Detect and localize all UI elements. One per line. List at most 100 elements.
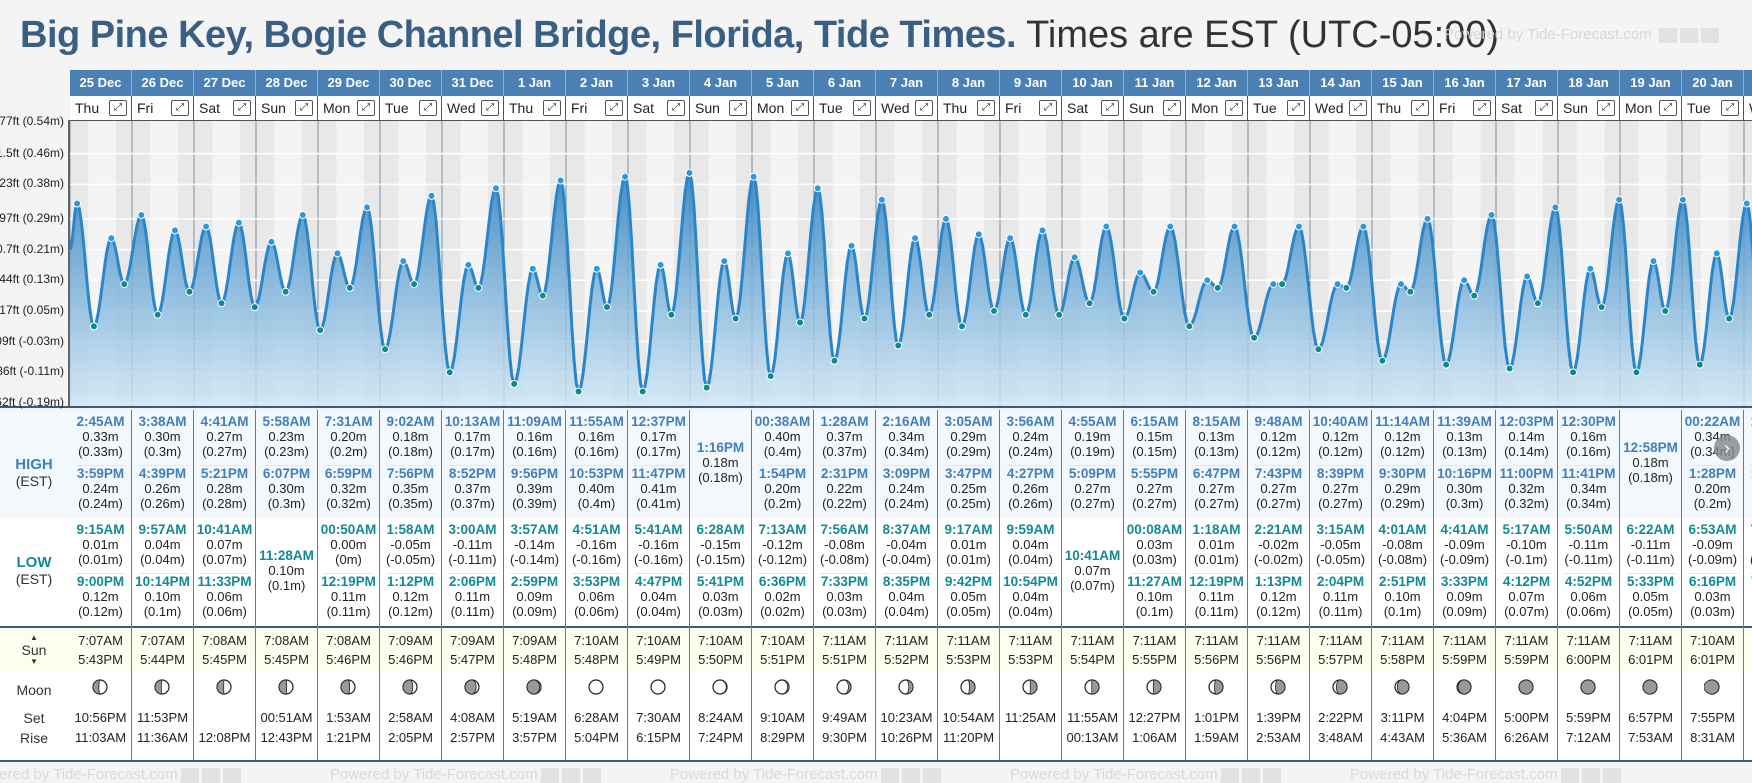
expand-icon[interactable]: ⤢ <box>295 100 313 116</box>
low-tide-entry: 6:16PM 0.03m (0.03m) <box>1682 574 1743 619</box>
surf-logo-icon <box>222 767 241 783</box>
expand-icon[interactable]: ⤢ <box>1101 100 1119 116</box>
moon-phase-icon <box>1456 679 1472 695</box>
high-tide-entry: 5:09PM 0.27m (0.27m) <box>1062 466 1123 511</box>
day-column: 30 Dec Tue ⤢ 9:02AM 0.18m (0.18m) 7:56PM 0… <box>380 70 442 780</box>
moon-phase-icon <box>1580 679 1596 695</box>
expand-icon[interactable]: ⤢ <box>1473 100 1491 116</box>
high-tide-point <box>685 168 694 177</box>
high-tide-height: 0.17m <box>640 429 677 444</box>
expand-icon[interactable]: ⤢ <box>543 100 561 116</box>
high-tide-point <box>137 211 146 220</box>
high-tide-height-alt: (0.27m) <box>1194 496 1239 511</box>
expand-icon[interactable]: ⤢ <box>233 100 251 116</box>
high-tide-height: 0.12m <box>1260 429 1297 444</box>
weekday-label: Wed <box>1315 100 1344 116</box>
low-tide-height: -0.08m <box>824 537 865 552</box>
high-tide-height-alt: (0.23m) <box>264 444 309 459</box>
tide-table: 1.77ft (0.54m) 1.5ft (0.46m) 1.23ft (0.38m… <box>0 70 1752 783</box>
high-tide-entry: 4:39PM 0.26m (0.26m) <box>132 466 193 511</box>
high-tide-entry: 11:55AM 0.16m (0.16m) <box>566 414 627 459</box>
high-tide-height-alt: (0.18m) <box>388 444 433 459</box>
column-divider <box>937 410 938 760</box>
expand-icon[interactable]: ⤢ <box>667 100 685 116</box>
weekday-label: Sun <box>1129 100 1154 116</box>
high-tide-point <box>1523 272 1532 281</box>
weekday-label: Thu <box>1377 100 1402 116</box>
low-tide-height: -0.08m <box>1382 537 1423 552</box>
low-tide-height: -0.09m <box>1444 537 1485 552</box>
high-tide-entry: 9:56PM 0.39m (0.39m) <box>504 466 565 511</box>
low-tide-point <box>217 299 226 308</box>
column-divider <box>1743 410 1744 760</box>
expand-icon[interactable]: ⤢ <box>915 100 933 116</box>
expand-icon[interactable]: ⤢ <box>357 100 375 116</box>
low-tide-time: 12:19PM <box>1189 574 1244 589</box>
cell-separator <box>1378 465 1428 466</box>
date-header: 14 Jan <box>1310 70 1372 96</box>
expand-icon[interactable]: ⤢ <box>1225 100 1243 116</box>
expand-icon[interactable]: ⤢ <box>171 100 189 116</box>
low-tide-height: -0.11m <box>1568 537 1609 552</box>
high-tide-point <box>656 260 665 269</box>
expand-icon[interactable]: ⤢ <box>605 100 623 116</box>
expand-icon[interactable]: ⤢ <box>1535 100 1553 116</box>
low-tide-time: 11:33PM <box>197 574 252 589</box>
date-header: 19 Jan <box>1620 70 1682 96</box>
moon-phase-icon <box>1704 679 1720 695</box>
column-divider <box>1061 410 1062 760</box>
low-tide-entry: 9:15AM 0.01m (0.01m) <box>70 522 131 567</box>
expand-icon[interactable]: ⤢ <box>419 100 437 116</box>
expand-icon[interactable]: ⤢ <box>109 100 127 116</box>
low-tide-height: 0.11m <box>330 589 367 604</box>
low-tide-point <box>1055 310 1064 319</box>
low-tide-point <box>538 291 547 300</box>
expand-icon[interactable]: ⤢ <box>977 100 995 116</box>
expand-icon[interactable]: ⤢ <box>853 100 871 116</box>
expand-icon[interactable]: ⤢ <box>1597 100 1615 116</box>
high-tide-height: 0.28m <box>206 481 243 496</box>
high-tide-height-alt: (0.33m) <box>1744 444 1752 459</box>
low-tide-entry: 7:02PM 0.02m (0.02m) <box>1744 574 1752 619</box>
moonrise-time: 7:12AM <box>1566 730 1611 745</box>
expand-icon[interactable]: ⤢ <box>791 100 809 116</box>
powered-by-watermark: Powered by Tide-Forecast.com <box>670 766 941 783</box>
sunset-time: 5:53PM <box>1008 652 1053 667</box>
expand-icon[interactable]: ⤢ <box>481 100 499 116</box>
moonset-time: 8:24AM <box>698 710 743 725</box>
low-tide-height: 0.04m <box>888 589 925 604</box>
expand-icon[interactable]: ⤢ <box>729 100 747 116</box>
expand-icon[interactable]: ⤢ <box>1659 100 1677 116</box>
expand-icon[interactable]: ⤢ <box>1411 100 1429 116</box>
high-tide-height-alt: (0.24m) <box>1008 444 1053 459</box>
high-tide-height-alt: (0.18m) <box>698 470 743 485</box>
expand-icon[interactable]: ⤢ <box>1039 100 1057 116</box>
cell-separator <box>1316 465 1366 466</box>
weekday-header: Wed ⤢ <box>1310 96 1372 121</box>
sunset-time: 6:02PM <box>1744 652 1752 667</box>
y-tick-label: -0.36ft (-0.11m) <box>0 364 64 379</box>
low-tide-height-alt: (0.12m) <box>388 604 433 619</box>
expand-icon[interactable]: ⤢ <box>1721 100 1739 116</box>
moonrise-time: 2:53AM <box>1256 730 1301 745</box>
low-tide-point <box>445 368 454 377</box>
weekday-label: Thu <box>509 100 534 116</box>
high-tide-entry: 8:15AM 0.13m (0.13m) <box>1186 414 1247 459</box>
moonset-time: 5:59PM <box>1566 710 1611 725</box>
high-tide-height-alt: (0.24m) <box>78 496 123 511</box>
cell-separator <box>1254 465 1304 466</box>
next-arrow-button[interactable]: › <box>1714 435 1740 461</box>
high-tide-time: 9:02AM <box>386 414 435 429</box>
moonrise-time: 9:30PM <box>822 730 867 745</box>
low-tide-time: 7:02PM <box>1744 574 1752 589</box>
high-tide-time: 9:30PM <box>1378 466 1427 481</box>
moonrise-time: 1:06AM <box>1132 730 1177 745</box>
date-header-band <box>0 70 1752 96</box>
expand-icon[interactable]: ⤢ <box>1163 100 1181 116</box>
high-tide-entry: 12:37PM 0.17m (0.17m) <box>628 414 689 459</box>
timezone-note: Times are EST (UTC-05:00) <box>1026 14 1500 56</box>
low-tide-time: 11:28AM <box>259 548 314 563</box>
expand-icon[interactable]: ⤢ <box>1287 100 1305 116</box>
expand-icon[interactable]: ⤢ <box>1349 100 1367 116</box>
low-tide-height: 0.07m <box>1074 563 1111 578</box>
